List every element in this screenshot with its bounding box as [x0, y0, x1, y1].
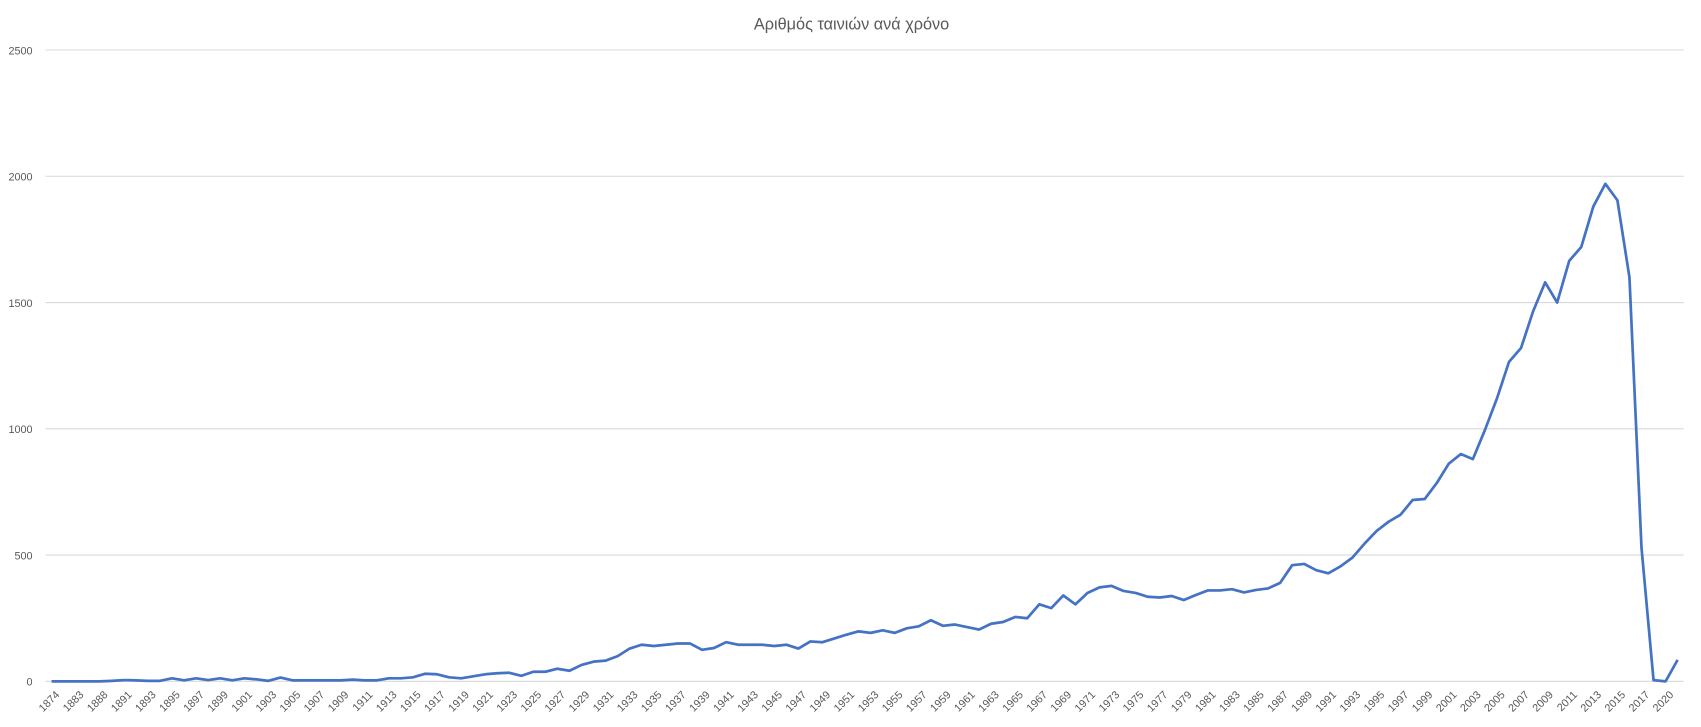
x-tick-label: 1933 — [615, 689, 641, 715]
y-tick-label: 2000 — [8, 172, 32, 184]
x-tick-label: 1967 — [1024, 689, 1050, 715]
x-tick-label: 1983 — [1217, 689, 1243, 715]
x-tick-label: 1897 — [181, 689, 207, 715]
x-tick-label: 1913 — [374, 689, 400, 715]
x-tick-label: 1883 — [61, 689, 87, 715]
x-tick-label: 1991 — [1314, 689, 1340, 715]
y-tick-label: 0 — [27, 677, 33, 689]
x-tick-label: 1939 — [687, 689, 713, 715]
x-tick-label: 1899 — [205, 689, 231, 715]
x-tick-label: 1901 — [230, 689, 256, 715]
x-tick-label: 2001 — [1434, 689, 1460, 715]
x-tick-label: 1941 — [711, 689, 737, 715]
x-tick-label: 1995 — [1362, 689, 1388, 715]
x-tick-label: 2009 — [1530, 689, 1556, 715]
x-tick-label: 1929 — [567, 689, 593, 715]
x-tick-label: 1935 — [639, 689, 665, 715]
x-tick-label: 1909 — [326, 689, 352, 715]
x-tick-label: 1947 — [784, 689, 810, 715]
y-tick-label: 500 — [14, 550, 32, 562]
x-tick-label: 1961 — [952, 689, 978, 715]
x-tick-label: 1945 — [759, 689, 785, 715]
x-tick-label: 1987 — [1265, 689, 1291, 715]
data-line — [51, 182, 1679, 683]
x-tick-label: 1917 — [422, 689, 448, 715]
x-tick-label: 1905 — [278, 689, 304, 715]
y-tick-label: 2500 — [8, 45, 32, 57]
x-tick-label: 1951 — [832, 689, 858, 715]
x-tick-label: 1921 — [470, 689, 496, 715]
x-tick-label: 1907 — [302, 689, 328, 715]
x-tick-label: 1977 — [1145, 689, 1171, 715]
x-tick-label: 1903 — [254, 689, 280, 715]
x-tick-label: 1893 — [133, 689, 159, 715]
x-tick-label: 2013 — [1579, 689, 1605, 715]
x-tick-label: 1985 — [1241, 689, 1267, 715]
y-tick-label: 1000 — [8, 424, 32, 436]
x-tick-label: 1969 — [1049, 689, 1075, 715]
x-tick-label: 1981 — [1193, 689, 1219, 715]
x-tick-label: 2017 — [1627, 689, 1653, 715]
x-tick-label: 1997 — [1386, 689, 1412, 715]
x-tick-label: 1949 — [808, 689, 834, 715]
chart-title: Αριθμός ταινιών ανά χρόνο — [754, 15, 949, 33]
x-tick-label: 1943 — [735, 689, 761, 715]
x-tick-label: 2020 — [1651, 689, 1677, 715]
x-tick-label: 1993 — [1338, 689, 1364, 715]
x-tick-label: 1895 — [157, 689, 183, 715]
x-tick-label: 1931 — [591, 689, 617, 715]
x-tick-label: 1989 — [1289, 689, 1315, 715]
x-tick-label: 1888 — [85, 689, 111, 715]
x-tick-label: 1957 — [904, 689, 930, 715]
x-tick-label: 1971 — [1073, 689, 1099, 715]
x-tick-label: 2005 — [1482, 689, 1508, 715]
x-tick-label: 1979 — [1169, 689, 1195, 715]
x-tick-label: 1915 — [398, 689, 424, 715]
x-tick-label: 1927 — [543, 689, 569, 715]
x-tick-label: 1963 — [976, 689, 1002, 715]
x-tick-label: 2007 — [1506, 689, 1532, 715]
x-tick-label: 1973 — [1097, 689, 1123, 715]
x-tick-label: 2003 — [1458, 689, 1484, 715]
x-tick-label: 1891 — [109, 689, 135, 715]
x-tick-label: 1999 — [1410, 689, 1436, 715]
x-tick-label: 1874 — [37, 689, 63, 715]
x-tick-label: 1911 — [351, 689, 376, 714]
y-tick-label: 1500 — [8, 298, 32, 310]
x-tick-label: 1953 — [856, 689, 882, 715]
x-tick-label: 2011 — [1555, 689, 1580, 714]
x-tick-label: 1965 — [1000, 689, 1026, 715]
x-tick-label: 1955 — [880, 689, 906, 715]
x-tick-label: 1925 — [519, 689, 545, 715]
x-tick-label: 1923 — [495, 689, 521, 715]
x-tick-label: 1975 — [1121, 689, 1147, 715]
x-tick-label: 1959 — [928, 689, 954, 715]
x-tick-label: 1937 — [663, 689, 689, 715]
x-tick-label: 2015 — [1603, 689, 1629, 715]
x-tick-label: 1919 — [446, 689, 472, 715]
